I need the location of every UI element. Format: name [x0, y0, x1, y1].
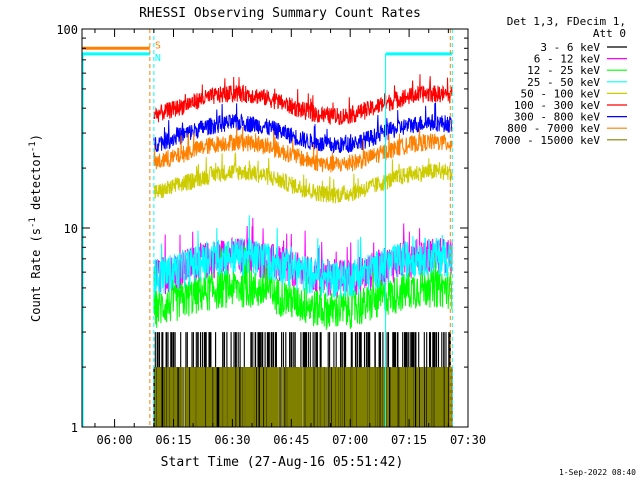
legend-label-4: 50 - 100 keV [521, 87, 601, 100]
y-tick-label: 1 [71, 421, 78, 435]
x-axis-label: Start Time (27-Aug-16 05:51:42) [161, 455, 404, 470]
timestamp: 1-Sep-2022 08:40 [559, 468, 636, 477]
series-line-7 [153, 126, 453, 173]
legend-label-2: 12 - 25 keV [527, 64, 600, 77]
series-line-8 [153, 367, 453, 427]
axes: 1 10 100 06:00 06:15 06:30 06:45 07:00 07:15 07:3… [56, 23, 486, 447]
series-line-5 [153, 74, 453, 126]
y-tick-label: 10 [64, 222, 78, 236]
y-axis-label: Count Rate (s-1 detector-1) [28, 134, 43, 322]
flag-label-S: S [155, 40, 161, 51]
legend-label-1: 6 - 12 keV [534, 53, 601, 66]
x-tick-label: 07:15 [391, 433, 427, 447]
legend-header-2: Att 0 [593, 27, 626, 40]
legend-label-0: 3 - 6 keV [540, 41, 600, 54]
x-tick-label: 06:15 [155, 433, 191, 447]
series-line-4 [153, 152, 453, 204]
y-tick-label: 100 [56, 23, 78, 37]
x-tick-label: 06:45 [273, 433, 309, 447]
series-line-2 [153, 245, 453, 330]
legend-header-1: Det 1,3, FDecim 1, [507, 15, 626, 28]
x-tick-label: 06:00 [97, 433, 133, 447]
legend-label-3: 25 - 50 keV [527, 76, 600, 89]
legend-label-8: 7000 - 15000 keV [494, 134, 600, 147]
series-line-3 [153, 215, 453, 299]
legend-label-5: 100 - 300 keV [514, 99, 600, 112]
legend-label-7: 800 - 7000 keV [507, 122, 600, 135]
plot-area: SN [82, 29, 453, 427]
x-tick-label: 07:00 [332, 433, 368, 447]
chart-title: RHESSI Observing Summary Count Rates [139, 6, 421, 21]
legend-label-6: 300 - 800 keV [514, 111, 600, 124]
x-tick-label: 07:30 [450, 433, 486, 447]
flag-label-N: N [155, 53, 161, 64]
series-line-6 [153, 102, 453, 154]
x-tick-label: 06:30 [214, 433, 250, 447]
